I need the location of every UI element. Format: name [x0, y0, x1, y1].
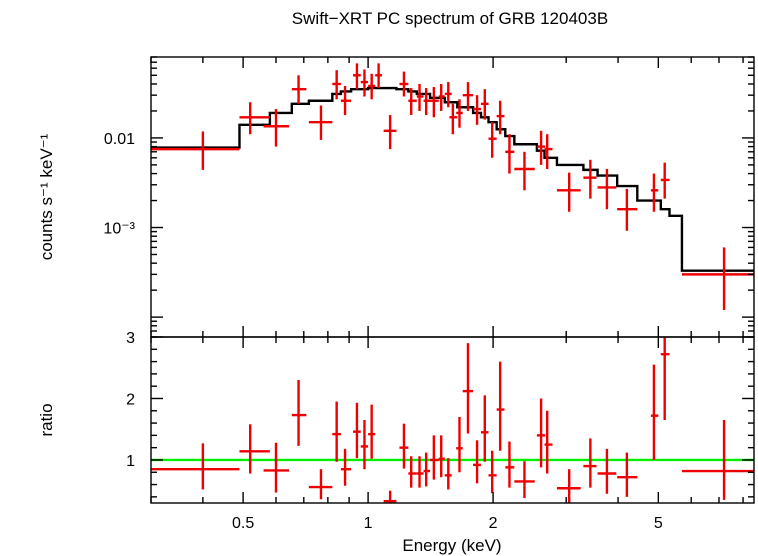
- spectrum-panel: 0.01 10⁻³ counts s⁻¹ keV⁻¹: [37, 56, 755, 338]
- spectrum-point-10: [368, 73, 376, 100]
- ratio-y-tick-label: 2: [126, 391, 135, 408]
- ratio-point-24: [496, 361, 505, 451]
- spectrum-point-33: [597, 168, 617, 210]
- spectrum-point-17: [430, 87, 439, 118]
- ratio-point-14: [416, 456, 424, 488]
- spectrum-point-37: [681, 247, 754, 311]
- spectrum-data-points: [151, 63, 754, 311]
- spectrum-point-13: [399, 71, 409, 97]
- ratio-point-35: [681, 420, 754, 500]
- ratio-point-32: [617, 452, 638, 497]
- x-tick-label: 5: [654, 515, 663, 532]
- ratio-point-11: [383, 490, 397, 503]
- spectrum-point-36: [660, 162, 670, 199]
- ratio-plot-frame: [150, 336, 755, 504]
- spectrum-point-1: [151, 131, 240, 170]
- spectrum-point-2: [239, 102, 270, 135]
- ratio-point-28: [544, 410, 553, 474]
- ratio-y-tick-label: 3: [126, 330, 135, 347]
- ratio-point-13: [408, 456, 417, 488]
- spectrum-point-12: [383, 115, 397, 150]
- spectrum-y-tick-label: 10⁻³: [103, 221, 135, 238]
- ratio-point-29: [556, 469, 581, 503]
- ratio-point-5: [308, 469, 333, 500]
- x-tick-label: 1: [364, 515, 373, 532]
- ratio-point-4: [291, 380, 307, 446]
- ratio-point-26: [514, 461, 535, 499]
- ratio-point-27: [536, 398, 546, 468]
- spectrum-point-15: [416, 83, 424, 111]
- model-step-line: [151, 86, 754, 272]
- x-tick-label: 2: [489, 515, 498, 532]
- ratio-point-20: [462, 343, 474, 434]
- spectrum-point-5: [308, 105, 333, 140]
- spectrum-point-34: [617, 188, 638, 231]
- ratio-point-17: [438, 435, 445, 478]
- ratio-point-25: [505, 441, 515, 488]
- spectrum-y-axis-title: counts s⁻¹ keV⁻¹: [37, 133, 56, 260]
- spectrum-y-tick-label: 0.01: [104, 131, 135, 148]
- ratio-axes: 0.5 1 2 5 1 2 3: [126, 330, 755, 532]
- ratio-panel: 0.5 1 2 5 1 2 3 ratio: [37, 330, 755, 532]
- ratio-point-6: [332, 401, 341, 462]
- spectrum-point-3: [263, 109, 290, 147]
- spectrum-point-20: [449, 103, 458, 135]
- spectrum-point-31: [556, 172, 581, 212]
- model-histogram: [151, 86, 754, 272]
- ratio-point-9: [360, 420, 369, 470]
- spectrum-point-30: [544, 134, 553, 169]
- ratio-point-8: [353, 402, 361, 459]
- ratio-y-tick-label: 1: [126, 453, 135, 470]
- ratio-point-19: [456, 416, 463, 473]
- spectrum-point-8: [353, 63, 361, 90]
- spectrum-point-11: [375, 63, 382, 89]
- spectrum-point-29: [536, 130, 546, 165]
- spectrum-point-14: [408, 88, 417, 116]
- chart-title: Swift−XRT PC spectrum of GRB 120403B: [292, 9, 608, 28]
- ratio-point-34: [660, 337, 670, 420]
- ratio-point-1: [151, 443, 240, 490]
- spectrum-point-24: [480, 89, 489, 120]
- spectrum-point-21: [456, 99, 463, 128]
- ratio-point-21: [473, 440, 481, 484]
- ratio-point-12: [399, 423, 409, 469]
- ratio-point-15: [423, 452, 431, 487]
- spectrum-point-19: [444, 82, 452, 108]
- spectrum-point-25: [488, 122, 497, 158]
- spectrum-point-32: [583, 159, 597, 199]
- ratio-point-33: [650, 364, 659, 460]
- spectrum-point-4: [291, 75, 307, 104]
- ratio-data-points: [151, 337, 754, 503]
- ratio-point-16: [430, 435, 439, 480]
- ratio-point-18: [444, 458, 452, 490]
- spectrum-point-23: [473, 95, 481, 125]
- ratio-y-axis-title: ratio: [37, 403, 56, 436]
- spectrum-point-6: [332, 70, 341, 100]
- ratio-point-22: [480, 395, 489, 462]
- spectrum-point-16: [423, 88, 431, 116]
- spectrum-point-28: [514, 151, 535, 191]
- ratio-point-2: [239, 424, 270, 474]
- spectrum-axes: 0.01 10⁻³: [103, 56, 755, 338]
- ratio-point-30: [583, 438, 597, 488]
- spectrum-point-7: [340, 85, 352, 116]
- ratio-point-23: [488, 450, 497, 494]
- ratio-point-3: [263, 442, 290, 493]
- x-axis-title: Energy (keV): [402, 536, 501, 555]
- spectrum-point-22: [462, 82, 474, 111]
- spectrum-point-27: [505, 134, 515, 174]
- ratio-point-31: [597, 448, 617, 494]
- spectrum-point-18: [438, 83, 445, 111]
- spectrum-point-26: [496, 100, 505, 135]
- ratio-point-7: [340, 448, 352, 486]
- x-tick-label: 0.5: [232, 515, 254, 532]
- ratio-point-10: [368, 404, 376, 459]
- spectrum-point-35: [650, 173, 659, 212]
- spectrum-point-9: [360, 69, 369, 97]
